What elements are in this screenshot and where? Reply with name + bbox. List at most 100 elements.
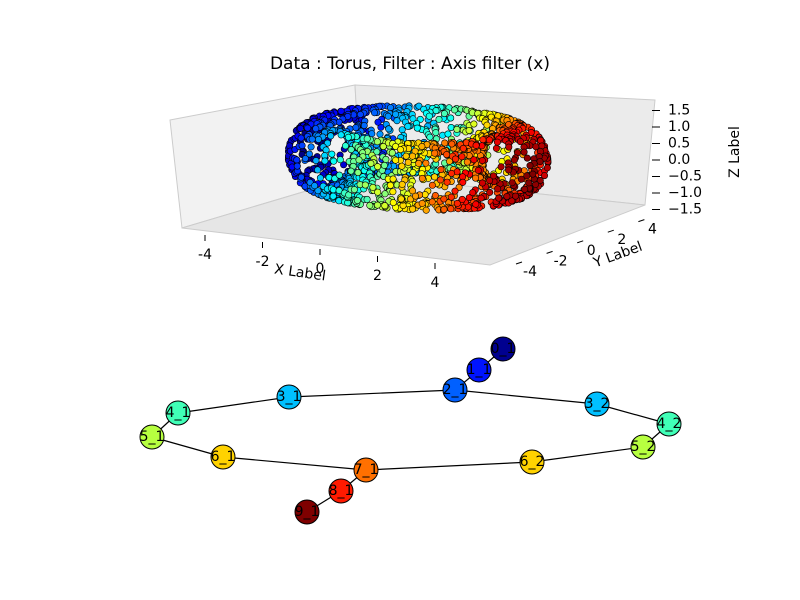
node	[584, 391, 610, 417]
node-label: 4_2	[657, 416, 682, 432]
point	[404, 158, 412, 166]
point	[453, 199, 461, 207]
point	[297, 134, 305, 142]
point	[470, 156, 478, 164]
point	[453, 125, 461, 133]
point	[463, 158, 471, 166]
point	[432, 107, 440, 115]
point	[465, 194, 473, 202]
point	[363, 135, 371, 143]
node	[490, 336, 516, 362]
point	[352, 124, 360, 132]
point	[389, 175, 397, 183]
point	[382, 155, 390, 163]
point	[443, 151, 451, 159]
point	[397, 195, 405, 203]
point	[523, 172, 531, 180]
point	[347, 167, 355, 175]
point	[428, 181, 436, 189]
x-tick-label: -2	[256, 254, 270, 270]
point	[392, 156, 400, 164]
point	[497, 163, 505, 171]
point	[366, 201, 374, 209]
point	[350, 186, 358, 194]
point	[458, 195, 466, 203]
point	[431, 192, 439, 200]
point	[478, 179, 486, 187]
y-tick-label: 0	[587, 243, 596, 259]
point	[409, 205, 417, 213]
point	[505, 143, 513, 151]
point	[536, 158, 544, 166]
point	[408, 152, 416, 160]
point	[384, 112, 392, 120]
y-tick-label: -4	[523, 264, 537, 280]
point	[374, 163, 382, 171]
point	[479, 136, 487, 144]
node	[328, 478, 354, 504]
point	[392, 143, 400, 151]
point	[376, 130, 384, 138]
node	[519, 449, 545, 475]
axis-ticks: -4 -2 0 2 4 -4 -2 0 2 4 1.51.00.50.0−0.5−1.0−1.5 X …	[198, 103, 743, 292]
point	[469, 189, 477, 197]
node-label: 5_2	[631, 439, 656, 455]
torus-points	[284, 102, 552, 214]
point	[418, 143, 426, 151]
node	[139, 424, 165, 450]
x-tick-label: -4	[198, 247, 212, 263]
point	[314, 187, 322, 195]
edge	[177, 396, 290, 414]
node	[210, 444, 236, 470]
y-tick-label: -2	[554, 253, 568, 269]
z-tick-label: 1.0	[668, 119, 690, 135]
point	[386, 181, 394, 189]
node	[656, 411, 682, 437]
point	[389, 188, 397, 196]
point	[447, 205, 455, 213]
point	[386, 104, 394, 112]
point	[311, 182, 319, 190]
point	[508, 179, 516, 187]
point	[297, 173, 305, 181]
point	[516, 138, 524, 146]
point	[385, 125, 393, 133]
point	[312, 157, 320, 165]
point	[361, 181, 369, 189]
point	[353, 197, 361, 205]
point	[494, 185, 502, 193]
point	[505, 166, 513, 174]
y-tick	[607, 229, 614, 233]
point	[330, 157, 338, 165]
z-tick-label: −1.5	[668, 202, 702, 218]
point	[398, 162, 406, 170]
y-tick	[515, 261, 523, 265]
point	[314, 135, 322, 143]
point	[398, 126, 406, 134]
point	[413, 124, 421, 132]
node-label: 0_1	[491, 341, 516, 357]
point	[477, 194, 485, 202]
point	[459, 178, 467, 186]
point	[437, 166, 445, 174]
point	[520, 148, 528, 156]
node-label: 1_1	[467, 362, 492, 378]
point	[396, 146, 404, 154]
y-tick-label: 4	[648, 222, 657, 238]
point	[495, 194, 503, 202]
node-label: 8_1	[329, 483, 354, 499]
point	[526, 162, 534, 170]
node-label: 3_1	[277, 389, 302, 405]
point	[418, 174, 426, 182]
point	[335, 171, 343, 179]
point	[415, 102, 423, 110]
node-label: 9_1	[295, 504, 320, 520]
point	[301, 155, 309, 163]
point	[440, 110, 448, 118]
point	[370, 109, 378, 117]
point	[472, 200, 480, 208]
z-tick-label: −1.0	[668, 185, 702, 201]
point	[305, 150, 313, 158]
point	[422, 206, 430, 214]
point	[363, 195, 371, 203]
